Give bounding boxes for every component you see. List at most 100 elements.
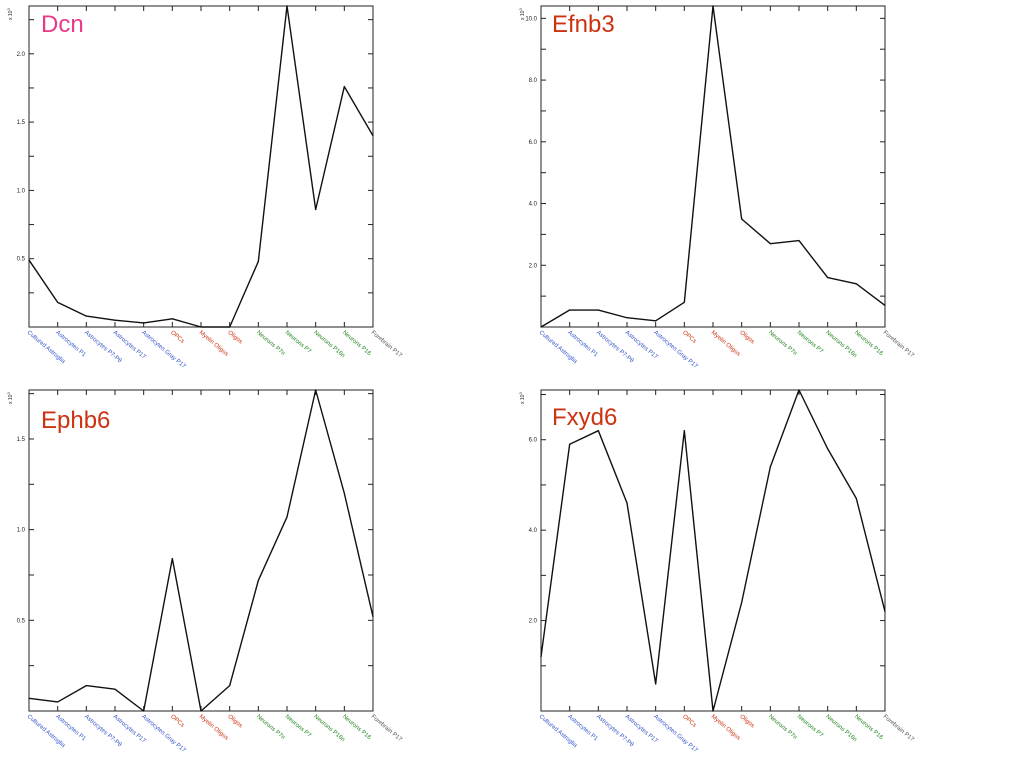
x-category-label: Neurons P16n [312, 714, 345, 743]
x-category-label: Neurons P16n [312, 330, 345, 359]
data-point [143, 710, 145, 712]
data-point [626, 502, 628, 504]
data-point [769, 243, 771, 245]
x-category-label: Forebrain P17 [882, 330, 915, 359]
chart-panel-fxyd6: 2.0 4.0 6.0 x 103 Cultured Astroglia Astrocyt… [512, 384, 1024, 768]
data-point [683, 301, 685, 303]
x-category-label: Neurons P16 [853, 714, 884, 742]
x-category-label: Neurons P7 [796, 714, 825, 739]
data-point [143, 322, 145, 324]
x-category-label: OPCs [681, 330, 697, 345]
data-point [827, 277, 829, 279]
data-point [286, 5, 288, 7]
y-tick-label: 1.5 [17, 437, 26, 443]
y-tick-label: 1.0 [17, 528, 26, 534]
data-point [257, 579, 259, 582]
y-multiplier-label: x 103 [518, 392, 526, 404]
data-point [343, 85, 345, 88]
x-category-label: Myelin Oligos [710, 330, 741, 358]
y-tick-label: 4.0 [529, 528, 538, 534]
data-point [798, 239, 800, 242]
y-tick-label: 6.0 [529, 140, 538, 146]
data-point [171, 558, 173, 560]
x-category-label: Forebrain P17 [882, 714, 915, 743]
x-category-label: Forebrain P17 [370, 714, 403, 743]
data-point [884, 610, 886, 613]
y-tick-label: 2.0 [529, 263, 538, 269]
chart-title: Dcn [41, 11, 84, 38]
x-category-label: Neurons P7 [796, 330, 825, 355]
x-category-label: Neurons P7n [767, 714, 798, 741]
data-point [315, 389, 317, 391]
x-category-label: Oligos [738, 714, 755, 730]
data-point [769, 466, 771, 468]
x-category-label: Myelin Oligos [198, 330, 229, 358]
data-point [884, 304, 886, 306]
data-point [827, 448, 829, 450]
data-point [540, 326, 542, 328]
x-category-label: OPCs [169, 714, 185, 729]
x-category-label: Neurons P7 [284, 330, 313, 355]
data-point [114, 688, 116, 690]
plot-frame [28, 5, 374, 328]
data-point [741, 218, 743, 220]
chart-panel-efnb3: 2.0 4.0 6.0 8.0 10.0 x 103 Cultured Astroglia A… [512, 0, 1024, 384]
chart-panel-dcn: 0.5 1.0 1.5 2.0 x 103 Cultured Astroglia Astro… [0, 0, 512, 384]
x-category-label: Oligos [738, 330, 755, 346]
x-category-label: Myelin Oligos [710, 714, 741, 742]
data-point [569, 309, 571, 311]
y-multiplier-label: x 103 [6, 392, 14, 404]
y-tick-label: 2.0 [17, 52, 26, 58]
data-point [372, 135, 374, 137]
data-point [343, 492, 345, 494]
y-tick-label: 4.0 [529, 202, 538, 208]
data-point [257, 260, 259, 263]
data-point [286, 516, 288, 518]
data-point [855, 497, 857, 500]
data-point [569, 443, 571, 445]
x-category-label: Neurons P16n [824, 330, 857, 359]
data-point [372, 616, 374, 618]
series-line [540, 389, 886, 712]
x-category-label: Neurons P7n [255, 330, 286, 357]
y-tick-label: 0.5 [17, 257, 26, 263]
x-category-label: OPCs [681, 714, 697, 729]
chart-title: Fxyd6 [552, 404, 617, 431]
chart-title: Ephb6 [41, 407, 110, 434]
y-multiplier-label: x 103 [518, 8, 526, 20]
series-line [28, 5, 374, 328]
series-line [28, 389, 374, 712]
y-tick-label: 6.0 [529, 438, 538, 444]
data-point [855, 283, 857, 285]
y-tick-label: 10.0 [525, 16, 537, 22]
data-point [171, 318, 173, 320]
data-point [57, 301, 59, 304]
x-category-label: Neurons P16 [341, 330, 372, 358]
data-point [597, 309, 599, 311]
x-category-label: Myelin Oligos [198, 714, 229, 742]
series-line [540, 5, 886, 328]
x-category-label: Oligos [226, 330, 243, 346]
x-category-label: Neurons P7 [284, 714, 313, 739]
x-category-label: Oligos [226, 714, 243, 730]
data-point [712, 710, 714, 712]
x-category-label: Neurons P16 [853, 330, 884, 358]
data-point [200, 710, 202, 712]
data-point [85, 685, 87, 687]
chart-panel-ephb6: 0.5 1.0 1.5 x 103 Cultured Astroglia Astrocyt… [0, 384, 512, 768]
data-point [655, 683, 657, 685]
y-tick-label: 1.0 [17, 188, 26, 194]
y-tick-label: 1.5 [17, 120, 26, 126]
data-point [57, 701, 59, 703]
x-category-label: OPCs [169, 330, 185, 345]
data-point [85, 315, 87, 317]
x-category-label: Neurons P7n [767, 330, 798, 357]
x-category-label: Neurons P7n [255, 714, 286, 741]
x-category-label: Neurons P16 [341, 714, 372, 742]
data-point [683, 430, 685, 432]
data-point [655, 320, 657, 322]
